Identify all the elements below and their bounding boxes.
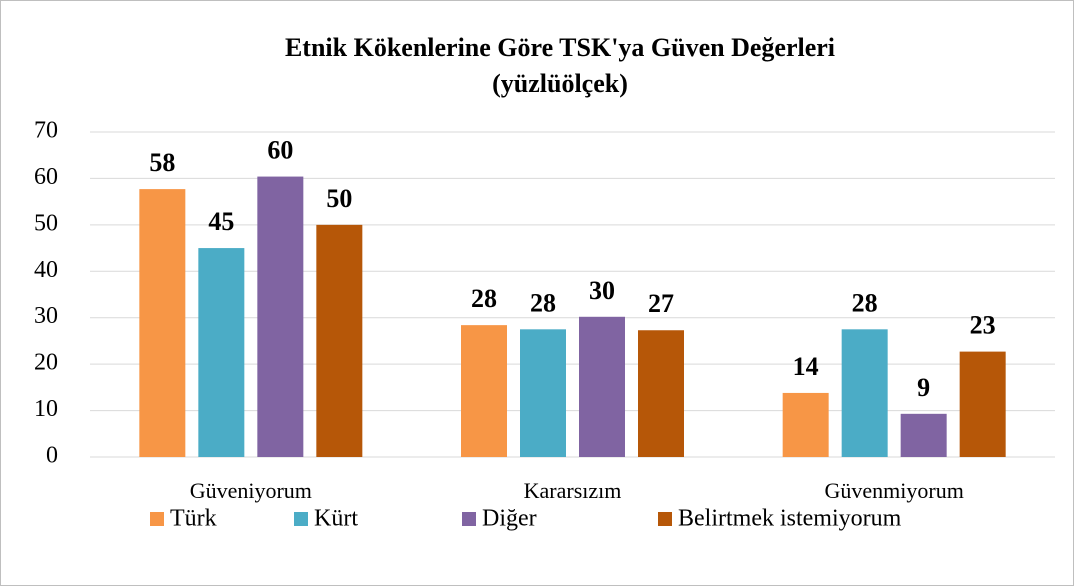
bar [579,316,625,457]
legend-swatch [658,512,672,526]
y-tick-label: 20 [34,350,58,376]
value-label: 14 [793,352,819,381]
bar [257,176,304,458]
legend-label: Kürt [314,506,358,532]
x-tick-label: Güveniyorum [190,478,312,503]
value-label: 50 [326,184,352,213]
bar [959,351,1006,457]
y-tick-label: 70 [34,118,58,144]
value-label: 28 [852,288,878,317]
value-label: 9 [917,373,930,402]
value-label: 28 [471,284,497,313]
legend-label: Belirtmek istemiyorum [678,506,902,532]
legend-label: Diğer [482,506,537,532]
x-tick-label: Kararsızım [524,478,622,503]
bar [638,330,684,457]
bar [520,329,566,457]
bar [900,413,947,457]
legend-swatch [462,512,476,526]
bar [782,392,829,457]
bar [841,329,888,457]
y-tick-label: 10 [34,396,58,422]
legend-swatch [150,512,164,526]
value-label: 60 [267,136,293,165]
value-label: 45 [208,207,234,236]
chart-subtitle: (yüzlüölçek) [492,69,628,98]
chart-title: Etnik Kökenlerine Göre TSK'ya Güven Değe… [285,33,835,62]
y-tick-label: 40 [34,257,58,283]
bar [461,325,507,457]
value-label: 27 [648,289,674,318]
y-tick-label: 0 [46,443,58,469]
y-tick-label: 60 [34,164,58,190]
legend-swatch [294,512,308,526]
x-tick-label: Güvenmiyorum [825,478,964,503]
bar [139,189,186,457]
y-tick-label: 30 [34,303,58,329]
value-label: 30 [589,276,615,305]
bar [198,248,245,457]
value-label: 23 [970,311,996,340]
value-label: 58 [149,148,175,177]
y-tick-label: 50 [34,210,58,236]
legend-label: Türk [170,506,217,532]
bar [316,224,363,457]
value-label: 28 [530,288,556,317]
